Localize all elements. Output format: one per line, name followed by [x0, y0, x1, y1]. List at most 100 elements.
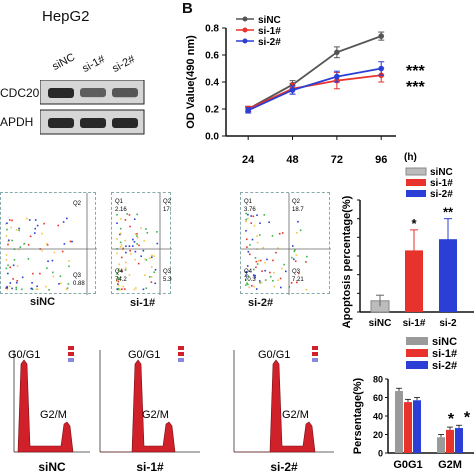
- scatter-dot: [9, 282, 12, 284]
- scatter-dot: [10, 226, 13, 229]
- scatter-dot: [16, 265, 19, 267]
- scatter-dot: [294, 249, 296, 251]
- scatter-dot: [122, 285, 125, 288]
- scatter-dot: [122, 248, 124, 251]
- scatter-dot: [119, 227, 122, 230]
- bar-0-1: [404, 402, 412, 453]
- wb-lane-label-2: si-2#: [110, 53, 138, 75]
- scatter-dot: [124, 288, 126, 290]
- scatter-dot: [33, 232, 36, 234]
- scatter-dot: [46, 242, 48, 245]
- scatter-dot: [32, 272, 34, 275]
- scatter-dot: [305, 261, 307, 263]
- scatter-dot: [246, 246, 248, 248]
- mini-legend-swatch: [68, 352, 74, 356]
- scatter-dot: [65, 288, 68, 291]
- scatter-dot: [150, 265, 153, 268]
- scatter-dot: [154, 268, 157, 271]
- quadrant-value: 0.88: [73, 281, 85, 287]
- mini-legend-swatch: [178, 352, 184, 356]
- legend-swatch-2: [406, 190, 426, 197]
- flow-label-sinc: siNC: [30, 296, 56, 308]
- quadrant-label: Q2: [73, 201, 82, 207]
- scatter-dot: [264, 269, 266, 272]
- scatter-dot: [259, 259, 262, 262]
- scatter-dot: [246, 265, 249, 267]
- significance-annotation: **: [443, 205, 454, 220]
- scatter-dot: [34, 227, 37, 230]
- histogram-label: si-2#: [270, 460, 298, 474]
- scatter-dot: [25, 217, 28, 220]
- scatter-dot: [133, 240, 136, 243]
- scatter-dot: [41, 232, 43, 235]
- scatter-dot: [281, 232, 284, 234]
- x-tick-label: si-1#: [403, 318, 426, 329]
- histogram-peaks: [234, 359, 316, 453]
- quadrant-label: Q3: [73, 273, 82, 279]
- scatter-dot: [124, 267, 127, 269]
- scatter-dot: [124, 239, 126, 242]
- quadrant-text: 2.16: [115, 207, 127, 213]
- scatter-dot: [117, 287, 120, 290]
- scatter-dot: [153, 255, 155, 257]
- wb-row-label-cdc20: CDC20: [0, 86, 40, 100]
- scatter-dot: [59, 275, 62, 278]
- legend-label-0: siNC: [432, 336, 457, 348]
- scatter-dot: [120, 256, 123, 259]
- od-line-chart: 0.0 0.2 0.4 0.6 0.8 24 48 72 96 OD Value(490 nm) (…: [185, 15, 425, 166]
- scatter-dot: [140, 227, 142, 229]
- scatter-dot: [132, 238, 134, 241]
- scatter-dot: [305, 255, 308, 258]
- significance-annotation: *: [464, 409, 471, 426]
- wb-lane-label-0: siNC: [50, 51, 78, 73]
- peak-label-g0g1: G0/G1: [258, 349, 290, 361]
- scatter-dot: [272, 279, 274, 282]
- scatter-dot: [58, 283, 60, 285]
- scatter-dot: [295, 281, 298, 284]
- scatter-dot: [145, 228, 147, 230]
- wb-band-1-2: [112, 118, 138, 128]
- data-point: [378, 33, 385, 39]
- legend-label-1: si-1#: [432, 348, 457, 360]
- scatter-dot: [258, 234, 261, 236]
- legend-label-1: si-1#: [430, 178, 453, 189]
- scatter-dot: [117, 269, 120, 272]
- scatter-dot: [259, 281, 261, 284]
- scatter-dot: [295, 254, 298, 256]
- scatter-dot: [57, 224, 59, 227]
- quadrant-text: Q1: [244, 199, 253, 205]
- scatter-dot: [47, 260, 49, 263]
- scatter-dot: [121, 288, 123, 290]
- western-blot-image: [40, 80, 145, 135]
- scatter-dot: [271, 235, 274, 237]
- scatter-dot: [256, 235, 258, 237]
- scatter-dot: [143, 239, 145, 242]
- scatter-dot: [130, 253, 132, 255]
- mini-legend-swatch: [312, 346, 318, 350]
- significance-annotation: ***: [406, 63, 425, 80]
- flow-label-si2: si-2#: [248, 297, 274, 309]
- scatter-dot: [279, 277, 282, 280]
- scatter-dot: [266, 258, 268, 261]
- data-point: [245, 107, 251, 114]
- scatter-dot: [259, 222, 261, 225]
- scatter-dot: [31, 287, 33, 290]
- y-axis-label: OD Value(490 nm): [185, 35, 197, 129]
- scatter-dot: [119, 233, 121, 236]
- scatter-dot: [12, 264, 15, 267]
- scatter-dot: [261, 270, 263, 272]
- flow-panel-si1: Q1 2.16 Q2 17.7 Q4 74.2 Q3 5.36: [111, 192, 175, 295]
- scatter-dot: [45, 285, 47, 288]
- cell-cycle-histogram-si1: G0/G1 G2/M si-1#: [99, 346, 200, 474]
- scatter-dot: [142, 288, 145, 291]
- flow-panel-si2: Q1 3.76 Q2 18.7 Q4 70.3 Q3 7.21: [240, 192, 331, 295]
- scatter-dot: [284, 270, 287, 273]
- x-tick-label: 72: [331, 154, 343, 166]
- scatter-dot: [7, 243, 9, 246]
- y-tick-label: 0: [378, 449, 383, 459]
- peak-label-g2m: G2/M: [40, 409, 67, 421]
- peak-label-g2m: G2/M: [142, 409, 169, 421]
- scatter-dot: [19, 246, 22, 249]
- scatter-dot: [254, 276, 256, 279]
- scatter-dot: [116, 222, 118, 224]
